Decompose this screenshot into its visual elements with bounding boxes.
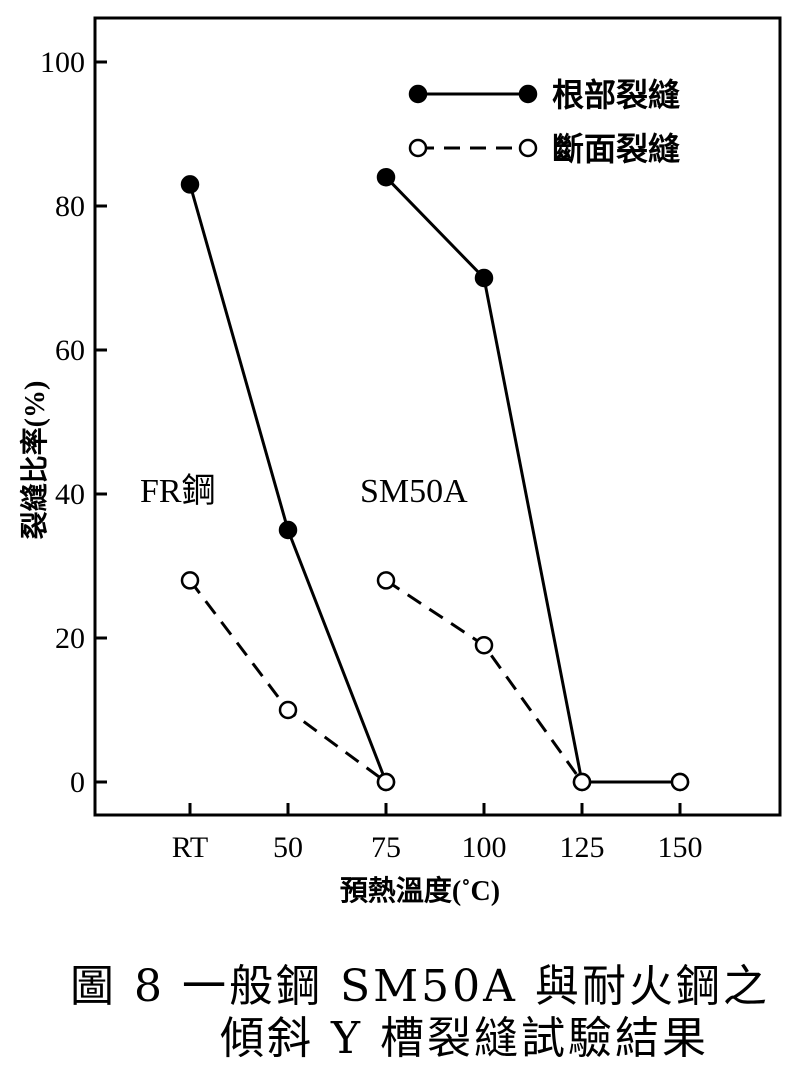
- y-axis-ticks: 0 20 40 60 80 100: [40, 46, 107, 799]
- y-tick-label: 100: [40, 46, 85, 79]
- series-line-section-crack-group-0: [188, 579, 387, 784]
- series-line-root-crack-group-0: [188, 183, 388, 783]
- x-axis-ticks: RT 50 75 100 125 150: [172, 803, 703, 864]
- figure-caption-line-2: 傾斜 Y 槽裂縫試驗結果: [220, 1013, 710, 1064]
- data-point-root-crack-RT: [180, 175, 200, 194]
- group-label-fr-steel: FR鋼: [140, 472, 216, 510]
- legend-filled-marker-left: [408, 84, 428, 104]
- legend-label-section-crack: 斷面裂縫: [552, 131, 680, 167]
- series-line-root-crack-group-1: [384, 176, 680, 784]
- y-tick-label: 60: [55, 334, 85, 367]
- y-tick-label: 0: [70, 766, 85, 799]
- x-tick-label: 50: [273, 831, 303, 864]
- legend-open-marker-left: [408, 138, 428, 158]
- x-tick-label: 75: [371, 831, 401, 864]
- legend-label-root-crack: 根部裂縫: [552, 77, 680, 113]
- data-point-root-crack-75: [376, 167, 396, 187]
- data-point-section-crack-50: [278, 700, 298, 720]
- x-axis-title: 預熱溫度(˚C): [340, 875, 500, 907]
- x-tick-label: 150: [658, 831, 703, 864]
- x-tick-label: RT: [172, 831, 209, 864]
- series-line-section-crack-group-1: [385, 579, 680, 784]
- x-tick-label: 125: [560, 831, 605, 864]
- y-tick-label: 80: [55, 190, 85, 223]
- data-point-section-crack-125: [572, 772, 592, 792]
- figure-caption-line-1: 圖 8 一般鋼 SM50A 與耐火鋼之: [70, 961, 770, 1012]
- group-label-sm50a: SM50A: [360, 473, 468, 510]
- legend-filled-marker-right: [518, 84, 538, 104]
- data-point-root-crack-100: [474, 268, 494, 288]
- y-tick-label: 40: [55, 478, 85, 511]
- plot-area-frame: [93, 16, 782, 817]
- crack-ratio-chart: 0 20 40 60 80 100 RT 50 75 100 125 150 根部裂縫 斷面裂縫 F…: [18, 16, 782, 907]
- x-tick-label: 100: [462, 831, 507, 864]
- legend: 根部裂縫 斷面裂縫: [408, 77, 680, 167]
- data-point-section-crack-RT: [180, 571, 200, 590]
- data-point-section-crack-150: [670, 772, 690, 792]
- series-layer: [180, 167, 690, 792]
- data-point-section-crack-75: [376, 772, 396, 792]
- legend-open-marker-right: [518, 138, 538, 158]
- data-point-section-crack-75: [376, 571, 396, 590]
- data-point-section-crack-100: [474, 635, 494, 655]
- y-axis-title: 裂縫比率(%): [18, 381, 51, 540]
- data-point-root-crack-50: [278, 520, 298, 540]
- y-tick-label: 20: [55, 622, 85, 655]
